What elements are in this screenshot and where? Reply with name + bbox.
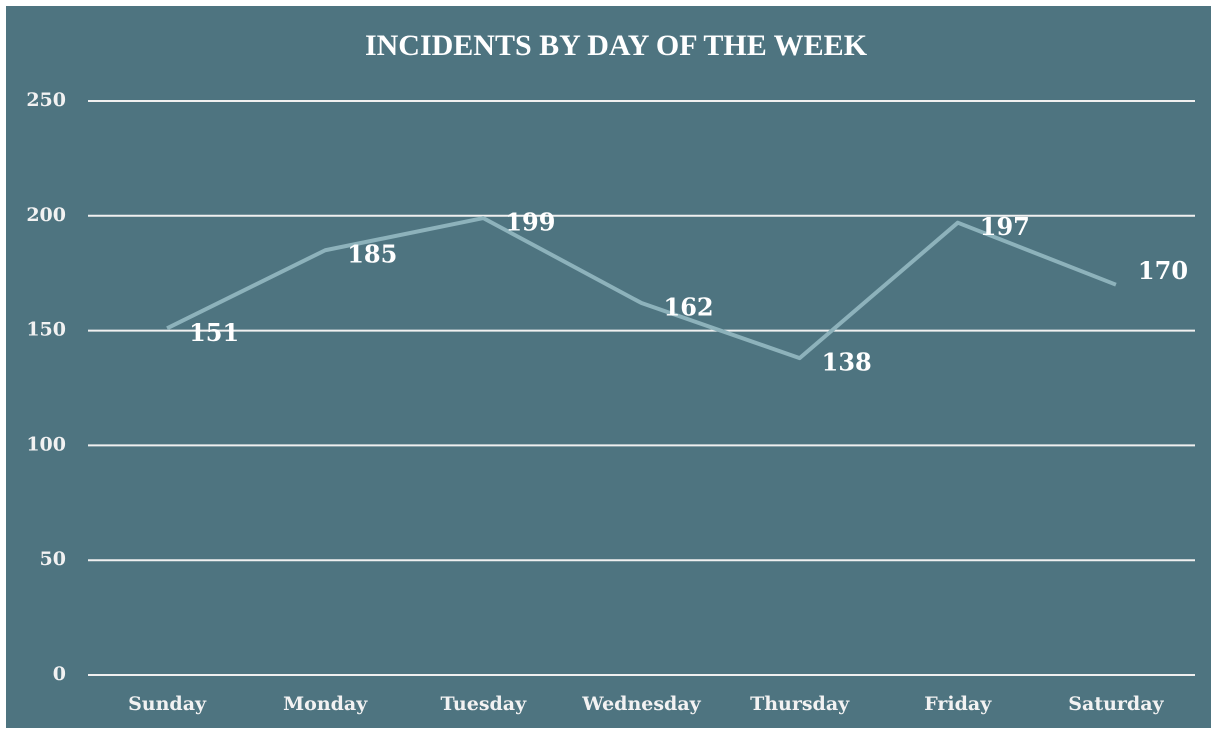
data-label: 197 — [980, 212, 1030, 241]
x-tick-label: Sunday — [128, 693, 207, 715]
x-tick-label: Tuesday — [441, 693, 528, 715]
line — [166, 216, 1117, 361]
y-tick-label: 200 — [26, 204, 66, 226]
y-tick-label: 150 — [26, 319, 66, 341]
y-tick-label: 100 — [26, 433, 66, 455]
chart-title: INCIDENTS BY DAY OF THE WEEK — [365, 29, 868, 62]
x-tick-label: Friday — [924, 693, 992, 715]
x-tick-label: Thursday — [750, 693, 850, 715]
data-label: 170 — [1138, 256, 1188, 285]
data-label: 151 — [189, 318, 239, 347]
y-tick-label: 50 — [40, 548, 66, 570]
data-label: 185 — [347, 240, 397, 269]
x-tick-label: Saturday — [1068, 693, 1164, 715]
data-label: 162 — [664, 293, 714, 322]
y-tick-label: 0 — [53, 663, 66, 685]
x-tick-label: Monday — [283, 693, 368, 715]
data-label: 199 — [505, 208, 555, 237]
x-tick-label: Wednesday — [581, 693, 701, 715]
y-tick-label: 250 — [26, 89, 66, 111]
chart-background — [6, 6, 1211, 728]
data-label: 138 — [822, 348, 872, 377]
